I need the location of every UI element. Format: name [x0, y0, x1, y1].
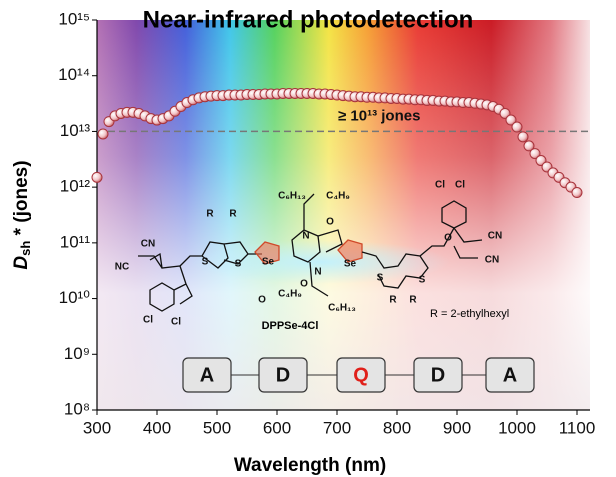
atom-label: O	[326, 217, 334, 228]
y-tick-label: 10¹¹	[60, 232, 91, 251]
atom-label: CN	[141, 239, 155, 250]
atom-label: N	[302, 231, 309, 242]
x-tick-label: 400	[143, 418, 171, 437]
chart-title: Near-infrared photodetection	[143, 6, 474, 33]
background	[97, 20, 590, 410]
y-axis-title: Dsh * (jones)	[11, 160, 33, 269]
y-tick-label: 10¹⁴	[58, 65, 90, 84]
atom-label: Cl	[143, 315, 153, 326]
atom-label: Cl	[455, 180, 465, 191]
atom-label: O	[444, 233, 452, 244]
y-tick-label: 10¹⁵	[58, 9, 90, 28]
atom-label: Se	[262, 257, 275, 268]
data-point	[512, 122, 522, 132]
atom-label: C₄H₉	[326, 191, 350, 202]
spectrum-fade	[97, 20, 590, 410]
y-tick-label: 10¹⁰	[59, 288, 91, 307]
atom-label: CN	[488, 231, 502, 242]
atom-label: Cl	[171, 317, 181, 328]
x-tick-label: 800	[383, 418, 411, 437]
atom-label: CN	[485, 255, 499, 266]
atom-label: S	[419, 275, 426, 286]
block-label: A	[200, 364, 214, 386]
block-label: Q	[353, 364, 369, 386]
atom-label: R	[389, 295, 397, 306]
atom-label: Se	[344, 259, 357, 270]
y-title-rest: * (jones)	[11, 160, 32, 240]
data-point	[98, 129, 108, 139]
x-tick-label: 900	[443, 418, 471, 437]
data-point	[518, 132, 528, 142]
atom-label: C₄H₉	[278, 289, 302, 300]
y-title-sub: sh	[18, 241, 33, 256]
atom-label: R	[229, 209, 237, 220]
reference-label: ≥ 10¹³ jones	[338, 107, 420, 124]
atom-label: O	[258, 295, 266, 306]
atom-label: S	[235, 259, 242, 270]
x-tick-label: 300	[83, 418, 111, 437]
molecule-name: DPPSe-4Cl	[262, 320, 319, 332]
block-label: A	[503, 364, 517, 386]
x-tick-label: 600	[263, 418, 291, 437]
block-label: D	[431, 364, 445, 386]
substituent-note: R = 2-ethylhexyl	[430, 308, 509, 320]
x-tick-label: 1000	[498, 418, 536, 437]
atom-label: C₆H₁₃	[328, 303, 356, 314]
x-tick-label: 700	[323, 418, 351, 437]
x-tick-label: 500	[203, 418, 231, 437]
atom-label: N	[314, 267, 321, 278]
atom-label: R	[409, 295, 417, 306]
atom-label: C₆H₁₃	[278, 191, 306, 202]
atom-label: NC	[115, 262, 129, 273]
y-title-main: D	[11, 256, 32, 270]
x-tick-label: 1100	[559, 418, 596, 437]
atom-label: Cl	[435, 180, 445, 191]
chart: Near-infrared photodetection Wavelength …	[0, 0, 616, 477]
atom-label: S	[202, 257, 209, 268]
y-tick-label: 10⁹	[64, 344, 90, 363]
data-point	[572, 188, 582, 198]
data-point	[92, 172, 102, 182]
x-axis-title: Wavelength (nm)	[234, 455, 386, 476]
block-label: D	[276, 364, 290, 386]
atom-label: S	[377, 273, 384, 284]
y-tick-label: 10¹²	[60, 177, 91, 196]
atom-label: R	[206, 209, 214, 220]
y-tick-label: 10⁸	[64, 399, 90, 418]
y-tick-label: 10¹³	[60, 121, 91, 140]
